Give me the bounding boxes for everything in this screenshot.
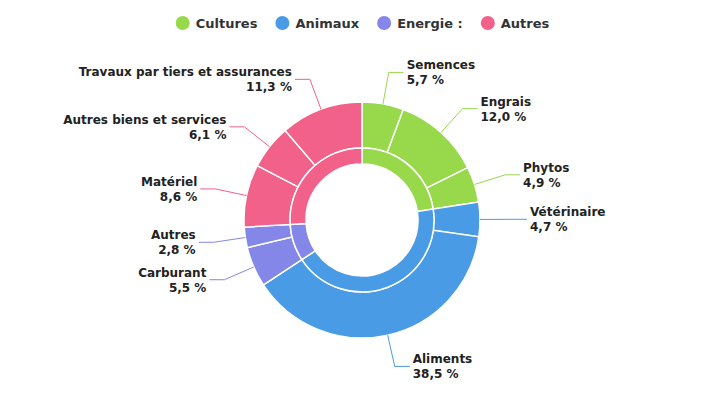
leader-line	[199, 238, 246, 243]
slice-value: 8,6 %	[160, 190, 197, 204]
inner-slice[interactable]	[290, 223, 315, 259]
leader-line	[441, 109, 477, 133]
slice-label: Semences	[407, 58, 475, 72]
slice-label: Travaux par tiers et assurances	[79, 65, 292, 79]
legend-label: Animaux	[295, 16, 359, 31]
leader-line	[295, 79, 321, 109]
slice-value: 38,5 %	[413, 367, 459, 381]
legend-label: Cultures	[196, 16, 258, 31]
leader-line	[200, 189, 246, 196]
slice-value: 4,7 %	[530, 220, 567, 234]
slice-value: 5,7 %	[407, 73, 444, 87]
slice-value: 6,1 %	[189, 128, 226, 142]
leader-line	[229, 127, 269, 147]
slice-value: 5,5 %	[169, 281, 206, 295]
leader-line	[475, 175, 521, 185]
slice-label: Carburant	[138, 266, 207, 280]
slice-value: 2,8 %	[158, 243, 195, 257]
slice-label: Autres	[151, 228, 196, 242]
slice-label: Matériel	[141, 175, 197, 189]
slice-label: Vétérinaire	[530, 205, 606, 219]
legend-item[interactable]: Cultures	[176, 16, 258, 31]
legend-swatch	[176, 16, 190, 30]
legend-item[interactable]: Animaux	[275, 16, 359, 31]
leader-line	[388, 335, 410, 366]
leader-line	[209, 267, 253, 280]
outer-slice[interactable]	[244, 224, 292, 247]
legend-swatch	[481, 16, 495, 30]
inner-slice[interactable]	[302, 209, 434, 292]
slice-label: Autres biens et services	[63, 113, 226, 127]
slice-label: Phytos	[523, 161, 569, 175]
leader-line	[383, 72, 404, 103]
slice-value: 4,9 %	[523, 176, 560, 190]
donut	[244, 102, 480, 338]
chart-container: Semences5,7 % Engrais12,0 % Phytos4,9 % Vét…	[0, 0, 725, 400]
legend-swatch	[377, 16, 391, 30]
legend-label: Autres	[501, 16, 550, 31]
chart-svg: Semences5,7 % Engrais12,0 % Phytos4,9 % Vét…	[0, 0, 725, 400]
legend-label: Energie :	[397, 16, 463, 31]
legend: Cultures Animaux Energie : Autres	[176, 16, 550, 31]
slice-value: 12,0 %	[481, 110, 527, 124]
slice-value: 11,3 %	[246, 80, 292, 94]
inner-slice[interactable]	[362, 148, 433, 212]
slice-label: Engrais	[481, 95, 532, 109]
leader-line	[480, 219, 527, 220]
slice-label: Aliments	[413, 352, 473, 366]
inner-slice[interactable]	[290, 148, 362, 224]
legend-swatch	[275, 16, 289, 30]
legend-item[interactable]: Energie :	[377, 16, 463, 31]
data-labels: Semences5,7 % Engrais12,0 % Phytos4,9 % Vét…	[63, 58, 605, 381]
legend-item[interactable]: Autres	[481, 16, 550, 31]
